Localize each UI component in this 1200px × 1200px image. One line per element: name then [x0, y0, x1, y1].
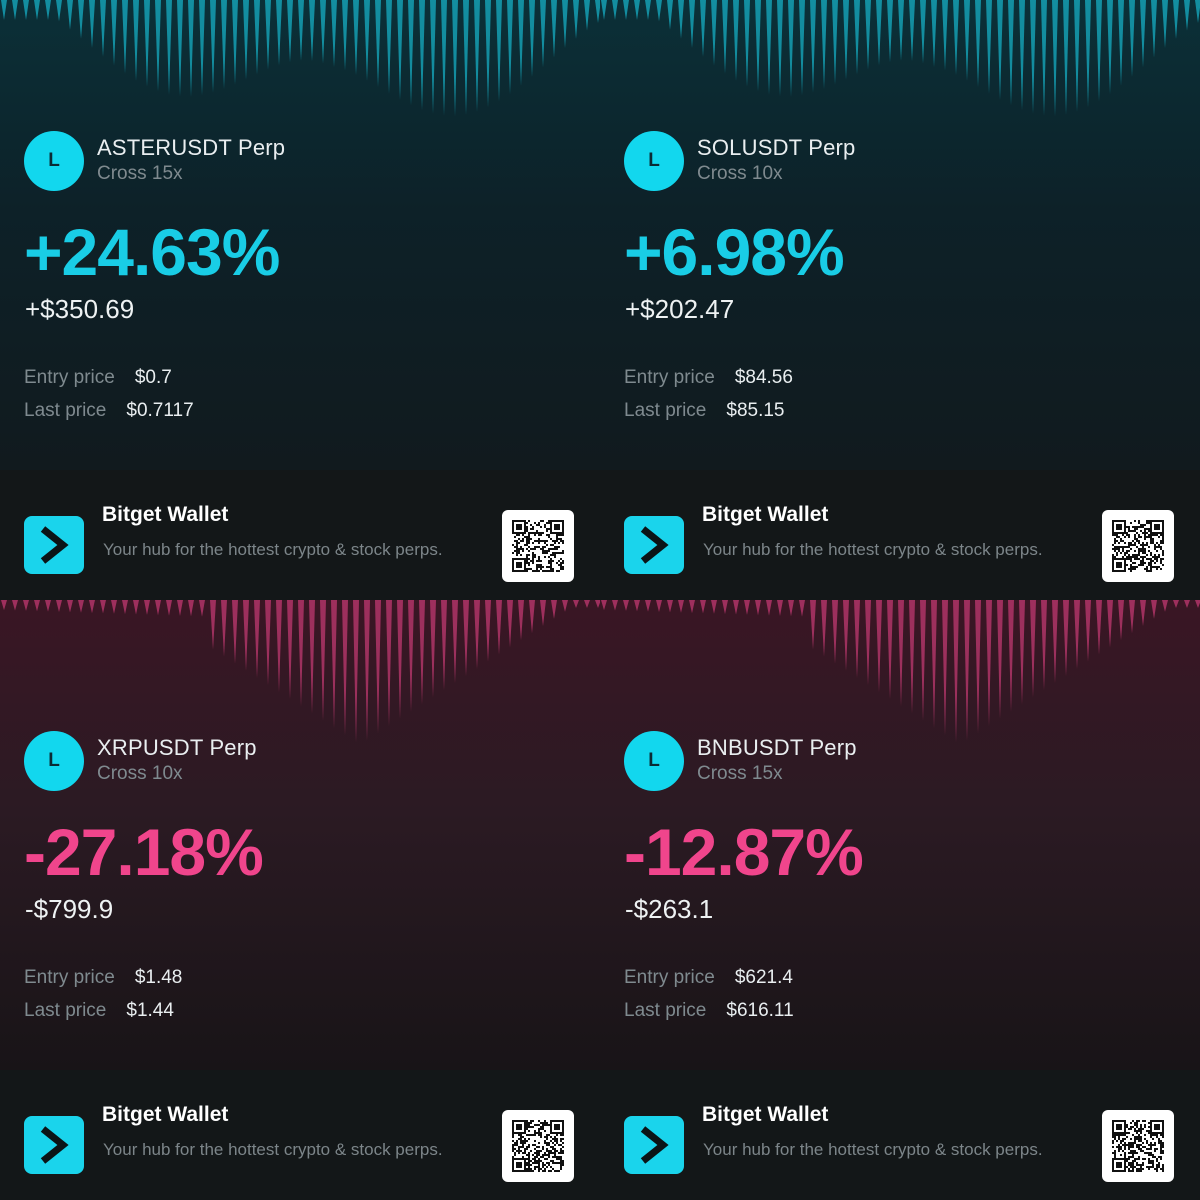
last-price-label: Last price	[24, 1000, 107, 1021]
promo-footer: Bitget Wallet Your hub for the hottest c…	[600, 470, 1200, 600]
pnl-amount: +$350.69	[25, 294, 135, 324]
pair-name: XRPUSDT Perp	[97, 735, 257, 760]
last-price-value: $0.7117	[126, 400, 194, 421]
brand-name: Bitget Wallet	[702, 503, 829, 526]
last-price-row: Last price $85.15	[624, 400, 785, 422]
leverage-label: Cross 10x	[697, 163, 783, 184]
pnl-percent: +6.98%	[624, 215, 845, 289]
brand-tagline: Your hub for the hottest crypto & stock …	[103, 540, 443, 559]
pnl-amount: -$799.9	[25, 894, 114, 924]
last-price-value: $616.11	[726, 1000, 794, 1021]
chevron-right-icon	[624, 516, 684, 574]
avatar: L	[624, 131, 684, 191]
chevron-right-icon	[624, 1116, 684, 1174]
pair-name: SOLUSDT Perp	[697, 135, 856, 160]
last-price-label: Last price	[624, 400, 707, 421]
leverage-label: Cross 15x	[97, 163, 183, 184]
card-header-area: L BNBUSDT Perp Cross 15x -12.87% -$263.1…	[600, 600, 1200, 1070]
promo-footer: Bitget Wallet Your hub for the hottest c…	[0, 1070, 600, 1200]
pnl-percent: -27.18%	[24, 815, 264, 889]
pair-name: BNBUSDT Perp	[697, 735, 857, 760]
brand-tagline: Your hub for the hottest crypto & stock …	[103, 1140, 443, 1159]
entry-price-label: Entry price	[24, 367, 115, 388]
brand-tagline: Your hub for the hottest crypto & stock …	[703, 540, 1043, 559]
brand-name: Bitget Wallet	[102, 1103, 229, 1126]
pnl-card: L SOLUSDT Perp Cross 10x +6.98% +$202.47…	[600, 0, 1200, 600]
avatar: L	[24, 731, 84, 791]
promo-footer: Bitget Wallet Your hub for the hottest c…	[600, 1070, 1200, 1200]
pnl-percent: -12.87%	[624, 815, 864, 889]
pnl-amount: -$263.1	[625, 894, 714, 924]
qr-code-icon	[1102, 510, 1174, 582]
brand-name: Bitget Wallet	[102, 503, 229, 526]
leverage-label: Cross 15x	[697, 763, 783, 784]
qr-code-icon	[1102, 1110, 1174, 1182]
wave-pattern-decoration	[1, 600, 600, 743]
brand-tagline: Your hub for the hottest crypto & stock …	[703, 1140, 1043, 1159]
last-price-row: Last price $1.44	[24, 1000, 174, 1022]
qr-code-icon	[502, 510, 574, 582]
entry-price-value: $84.56	[734, 367, 793, 388]
entry-price-value: $621.4	[734, 967, 793, 988]
last-price-row: Last price $616.11	[624, 1000, 794, 1022]
last-price-label: Last price	[24, 400, 107, 421]
last-price-label: Last price	[624, 1000, 707, 1021]
pnl-card: L ASTERUSDT Perp Cross 15x +24.63% +$350…	[0, 0, 600, 600]
avatar: L	[24, 131, 84, 191]
entry-price-value: $0.7	[134, 367, 172, 388]
pnl-card: L XRPUSDT Perp Cross 10x -27.18% -$799.9…	[0, 600, 600, 1200]
pair-name: ASTERUSDT Perp	[97, 135, 286, 160]
qr-code-icon	[502, 1110, 574, 1182]
entry-price-label: Entry price	[24, 967, 115, 988]
leverage-label: Cross 10x	[97, 763, 183, 784]
entry-price-label: Entry price	[624, 967, 715, 988]
entry-price-row: Entry price $1.48	[24, 967, 182, 989]
card-header-area: L ASTERUSDT Perp Cross 15x +24.63% +$350…	[0, 0, 600, 470]
pnl-card: L BNBUSDT Perp Cross 15x -12.87% -$263.1…	[600, 600, 1200, 1200]
pnl-percent: +24.63%	[24, 215, 280, 289]
avatar: L	[624, 731, 684, 791]
entry-price-row: Entry price $621.4	[624, 967, 793, 989]
last-price-value: $85.15	[726, 400, 785, 421]
pnl-amount: +$202.47	[625, 294, 735, 324]
entry-price-row: Entry price $0.7	[24, 367, 172, 389]
entry-price-label: Entry price	[624, 367, 715, 388]
entry-price-value: $1.48	[134, 967, 183, 988]
last-price-row: Last price $0.7117	[24, 400, 194, 422]
wave-pattern-decoration	[1, 0, 600, 117]
last-price-value: $1.44	[126, 1000, 174, 1021]
chevron-right-icon	[24, 1116, 84, 1174]
entry-price-row: Entry price $84.56	[624, 367, 793, 389]
chevron-right-icon	[24, 516, 84, 574]
brand-name: Bitget Wallet	[702, 1103, 829, 1126]
wave-pattern-decoration	[601, 600, 1200, 743]
promo-footer: Bitget Wallet Your hub for the hottest c…	[0, 470, 600, 600]
card-header-area: L XRPUSDT Perp Cross 10x -27.18% -$799.9…	[0, 600, 600, 1070]
card-header-area: L SOLUSDT Perp Cross 10x +6.98% +$202.47…	[600, 0, 1200, 470]
wave-pattern-decoration	[601, 0, 1200, 117]
